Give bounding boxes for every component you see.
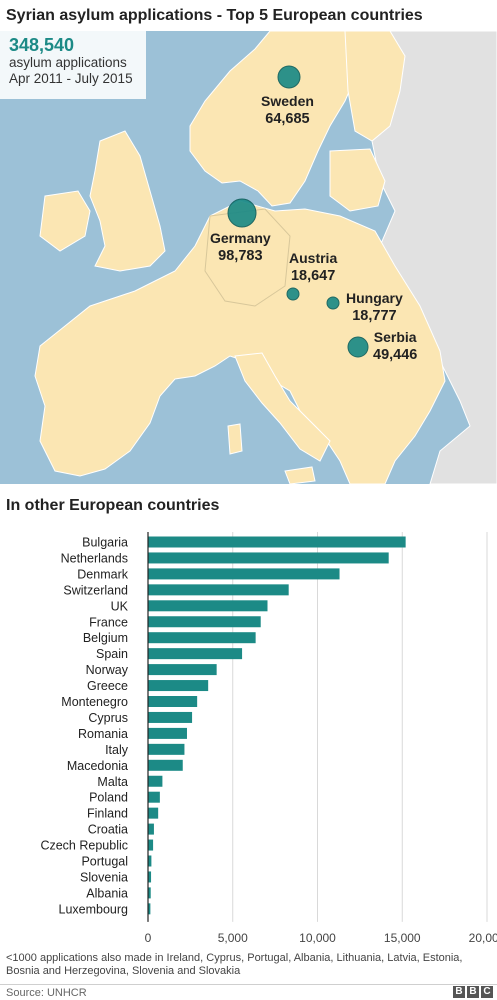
country-name: Sweden xyxy=(261,93,314,109)
category-label: UK xyxy=(111,599,129,613)
x-tick-label: 0 xyxy=(145,931,152,945)
country-label-hungary: Hungary 18,777 xyxy=(346,289,403,325)
footer-divider xyxy=(0,984,497,985)
europe-map xyxy=(0,31,497,484)
logo-letter: B xyxy=(453,986,465,998)
bar xyxy=(148,536,406,548)
x-tick-label: 20,000 xyxy=(469,931,497,945)
footnote: <1000 applications also made in Ireland,… xyxy=(6,952,463,977)
category-label: Denmark xyxy=(77,567,128,581)
bbc-logo: B B C xyxy=(453,986,493,998)
total-period: Apr 2011 - July 2015 xyxy=(9,71,133,86)
bar xyxy=(148,807,159,819)
bar xyxy=(148,680,209,692)
bar xyxy=(148,664,217,676)
category-label: Portugal xyxy=(81,855,128,869)
country-value: 98,783 xyxy=(218,248,263,264)
bar xyxy=(148,823,154,835)
category-label: Poland xyxy=(89,791,128,805)
sardinia-land xyxy=(227,423,243,455)
country-label-sweden: Sweden 64,685 xyxy=(261,92,314,128)
country-label-germany: Germany 98,783 xyxy=(210,229,271,265)
finland-land xyxy=(344,31,406,142)
bar xyxy=(148,648,243,660)
bar xyxy=(148,616,261,628)
uk-land xyxy=(89,130,166,272)
category-label: Greece xyxy=(87,679,128,693)
section-title: In other European countries xyxy=(6,497,220,514)
source-text: Source: UNHCR xyxy=(6,987,87,999)
bar xyxy=(148,696,198,707)
bar xyxy=(148,775,163,787)
bar xyxy=(148,903,151,915)
country-value: 49,446 xyxy=(373,347,418,363)
x-tick-label: 10,000 xyxy=(299,931,336,945)
country-label-serbia: Serbia 49,446 xyxy=(373,328,417,364)
ireland-land xyxy=(39,190,91,252)
italy-land xyxy=(234,352,331,462)
bar xyxy=(148,743,185,755)
scandinavia-land xyxy=(189,31,359,207)
category-label: Italy xyxy=(105,743,129,757)
country-name: Serbia xyxy=(373,329,417,345)
country-value: 64,685 xyxy=(265,111,310,127)
category-label: Switzerland xyxy=(63,583,128,597)
chart-title: Syrian asylum applications - Top 5 Europ… xyxy=(6,7,423,24)
country-name: Germany xyxy=(210,230,271,246)
category-label: Malta xyxy=(97,775,128,789)
country-name: Austria xyxy=(289,250,338,266)
category-label: Spain xyxy=(96,647,128,661)
category-label: Cyprus xyxy=(88,711,128,725)
x-tick-label: 15,000 xyxy=(384,931,421,945)
bar xyxy=(148,887,151,899)
bar xyxy=(148,584,289,596)
x-tick-label: 5,000 xyxy=(218,931,248,945)
bar xyxy=(148,568,340,580)
category-label: Norway xyxy=(86,663,129,677)
logo-letter: C xyxy=(481,986,493,998)
serbia-bubble xyxy=(347,336,369,358)
sweden-bubble xyxy=(277,65,301,89)
bar xyxy=(148,791,160,803)
category-label: Romania xyxy=(78,727,128,741)
category-label: Slovenia xyxy=(80,870,128,884)
category-label: Montenegro xyxy=(61,695,128,709)
country-name: Hungary xyxy=(346,290,403,306)
category-label: Luxembourg xyxy=(59,902,129,916)
category-label: Netherlands xyxy=(61,551,128,565)
category-label: Croatia xyxy=(88,823,128,837)
country-value: 18,777 xyxy=(352,308,397,324)
category-label: Czech Republic xyxy=(40,839,128,853)
bar-chart: 0 5,000 10,000 15,000 20,000 BulgariaNetherla… xyxy=(40,532,497,945)
category-label: France xyxy=(89,615,128,629)
hungary-bubble xyxy=(326,296,340,310)
bar xyxy=(148,839,154,851)
country-value: 18,647 xyxy=(290,268,336,284)
germany-outline xyxy=(204,208,291,307)
total-label: asylum applications xyxy=(9,55,127,70)
sicily-land xyxy=(284,466,316,484)
bar xyxy=(148,871,152,883)
category-label: Albania xyxy=(86,886,128,900)
category-label: Belgium xyxy=(83,631,128,645)
austria-bubble xyxy=(286,287,300,301)
bar xyxy=(148,632,256,644)
bar xyxy=(148,600,268,612)
category-label: Bulgaria xyxy=(82,536,128,550)
category-label: Macedonia xyxy=(67,759,128,773)
bar xyxy=(148,855,152,867)
total-value: 348,540 xyxy=(9,35,75,55)
bar xyxy=(148,727,187,739)
logo-letter: B xyxy=(467,986,479,998)
bar xyxy=(148,759,183,771)
germany-bubble xyxy=(227,198,257,228)
bar xyxy=(148,711,193,723)
baltics-land xyxy=(329,148,386,212)
country-label-austria: Austria 18,647 xyxy=(289,249,337,285)
total-summary-box: 348,540 asylum applications Apr 2011 - J… xyxy=(0,31,146,99)
bar xyxy=(148,552,389,564)
category-label: Finland xyxy=(87,807,128,821)
